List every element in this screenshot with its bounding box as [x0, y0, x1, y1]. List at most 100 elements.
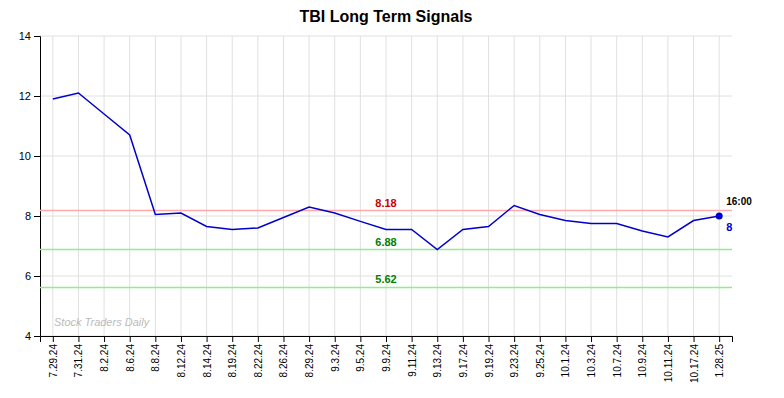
grid-line	[462, 36, 463, 336]
tick-label: 9.19.24	[484, 344, 495, 378]
tick-label: 8.14.24	[202, 344, 213, 378]
tick-mark	[412, 336, 413, 342]
tick: 8.6.24	[125, 336, 136, 372]
tick-label: 8.6.24	[125, 344, 136, 372]
tick-label: 10.11.24	[663, 344, 674, 383]
grid-line	[283, 36, 284, 336]
tick: 9.17.24	[458, 336, 469, 377]
tick-mark	[53, 336, 54, 342]
grid-line	[642, 36, 643, 336]
tick: 8.14.24	[202, 336, 213, 377]
title: TBI Long Term Signals	[299, 8, 472, 25]
tick-label: 10	[19, 150, 31, 162]
tick: 9.9.24	[381, 336, 392, 372]
grid-line	[488, 36, 489, 336]
grid-line	[667, 36, 668, 336]
tick-mark	[514, 336, 515, 342]
data-label: 8	[726, 221, 732, 233]
tick: 10.9.24	[637, 336, 648, 377]
tick: 10.3.24	[586, 336, 597, 377]
tick-label: 9.11.24	[407, 344, 418, 377]
grid-line	[257, 36, 258, 336]
tick-mark	[617, 336, 618, 342]
tick: 9.23.24	[509, 336, 520, 377]
tick-label: 8	[25, 210, 31, 222]
annotations: 8.186.885.62816:00Stock Traders Daily	[54, 196, 752, 328]
tick: 9.13.24	[432, 336, 443, 377]
tick-label: 8.19.24	[227, 344, 238, 378]
tick-mark	[309, 336, 310, 342]
point	[716, 213, 723, 220]
tick: 10.1.24	[560, 336, 571, 377]
tick-label: 10.17.24	[689, 344, 700, 383]
reference-label: 6.88	[375, 236, 396, 248]
grid-line	[437, 36, 438, 336]
tick: 10.11.24	[663, 336, 674, 382]
tick-label: 8.8.24	[150, 344, 161, 372]
tick-label: 8.12.24	[176, 344, 187, 378]
tick-label: 6	[25, 270, 31, 282]
tick-label: 4	[25, 330, 31, 342]
tick-mark	[78, 336, 79, 342]
tick: 9.5.24	[355, 336, 366, 372]
tick-label: 10.9.24	[637, 344, 648, 378]
reference-label: 8.18	[375, 197, 396, 209]
tick-mark	[258, 336, 259, 342]
tick: 9.25.24	[535, 336, 546, 377]
tick-label: 9.23.24	[509, 344, 520, 378]
tick-mark	[642, 336, 643, 342]
tick-mark	[34, 276, 40, 277]
tick-mark	[565, 336, 566, 342]
tick: 10.7.24	[612, 336, 623, 377]
reference-line	[40, 210, 732, 212]
tick-mark	[232, 336, 233, 342]
axis-line	[34, 37, 41, 337]
tick-label: 9.3.24	[330, 344, 341, 372]
tick: 6	[25, 270, 40, 282]
tick-label: 8.29.24	[304, 344, 315, 378]
tick-label: 10.7.24	[612, 344, 623, 378]
tick: 9.3.24	[330, 336, 341, 372]
tick-label: 9.25.24	[535, 344, 546, 378]
axis-line	[41, 337, 733, 343]
tick: 10.17.24	[689, 336, 700, 383]
tick-mark	[694, 336, 695, 342]
tick-mark	[463, 336, 464, 342]
plot-area: 4681012147.29.247.31.248.2.248.6.248.8.2…	[19, 30, 752, 383]
grid-line	[386, 36, 387, 336]
tick-mark	[181, 336, 182, 342]
tick-label: 10.3.24	[586, 344, 597, 378]
tick: 8.22.24	[253, 336, 264, 377]
tick: 8.12.24	[176, 336, 187, 377]
grid-line	[334, 36, 335, 336]
tick-mark	[34, 96, 40, 97]
grid-line	[180, 36, 181, 336]
tick: 7.29.24	[48, 336, 59, 377]
tick: 8	[25, 210, 40, 222]
grid-line	[232, 36, 233, 336]
tick-mark	[437, 336, 438, 342]
tick-label: 7.31.24	[73, 344, 84, 378]
tick: 8.8.24	[150, 336, 161, 372]
tick-mark	[207, 336, 208, 342]
tick-mark	[719, 336, 720, 342]
tick: 12	[19, 90, 40, 102]
line	[53, 93, 719, 250]
tick-label: 12	[19, 90, 31, 102]
tick-mark	[335, 336, 336, 342]
tick-mark	[34, 156, 40, 157]
tick: 8.26.24	[278, 336, 289, 377]
grid-line	[129, 36, 130, 336]
tick-label: 10.1.24	[560, 344, 571, 378]
chart: TBI Long Term Signals4681012147.29.247.3…	[0, 0, 784, 398]
tick: 4	[25, 330, 40, 342]
tick-mark	[668, 336, 669, 342]
y-axis: 468101214	[19, 30, 41, 342]
tick-mark	[130, 336, 131, 342]
grid-line	[309, 36, 310, 336]
grid-line	[539, 36, 540, 336]
tick-label: 9.17.24	[458, 344, 469, 378]
tick: 8.19.24	[227, 336, 238, 377]
x-axis: 7.29.247.31.248.2.248.6.248.8.248.12.248…	[41, 336, 733, 383]
tick-mark	[540, 336, 541, 342]
